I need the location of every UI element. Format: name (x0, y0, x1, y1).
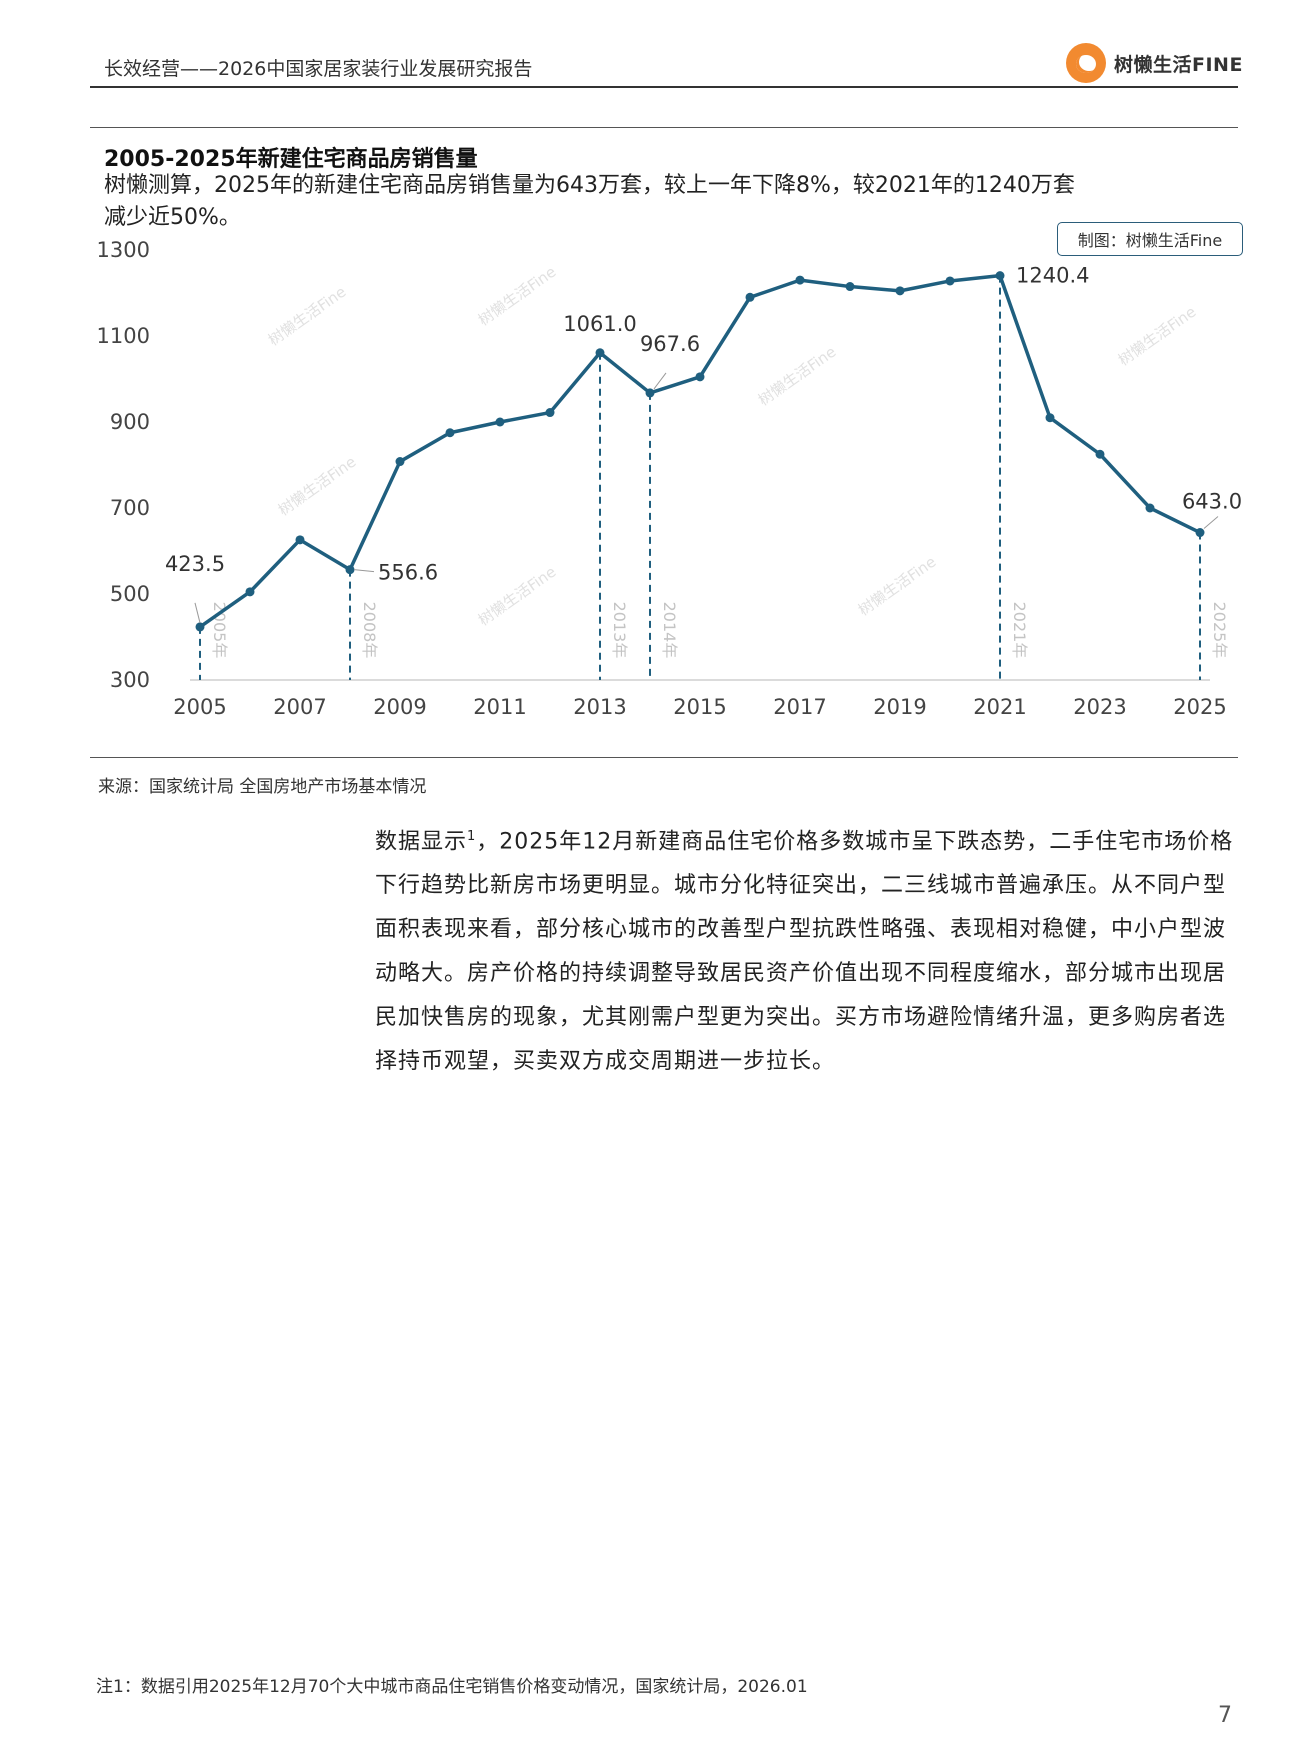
x-tick-label: 2013 (573, 695, 626, 719)
watermark-text: 树懒生活Fine (265, 283, 349, 350)
chart-source: 来源：国家统计局 全国房地产市场基本情况 (98, 777, 427, 797)
chart-credit-box: 制图：树懒生活Fine (1057, 222, 1243, 256)
x-tick-label: 2023 (1073, 695, 1126, 719)
data-point (1095, 449, 1105, 459)
data-point (495, 417, 505, 427)
x-tick-label: 2017 (773, 695, 826, 719)
data-point (995, 271, 1005, 281)
data-point (595, 348, 605, 358)
marker-year-label: 2013年 (610, 602, 629, 659)
data-point (695, 372, 705, 382)
x-tick-label: 2019 (873, 695, 926, 719)
data-point (1195, 528, 1205, 538)
data-point (1045, 413, 1055, 423)
data-label: 1061.0 (563, 312, 636, 336)
data-label: 1240.4 (1016, 264, 1089, 288)
data-label: 967.6 (640, 332, 700, 356)
marker-year-label: 2021年 (1010, 602, 1029, 659)
data-point (245, 587, 255, 597)
x-tick-label: 2021 (973, 695, 1026, 719)
data-label-leader (353, 569, 375, 573)
x-tick-label: 2015 (673, 695, 726, 719)
body-text-rest: ，2025年12月新建商品住宅价格多数城市呈下跌态势，二手住宅市场价格下行趋势比… (375, 829, 1234, 1075)
data-label-leader (653, 372, 667, 390)
data-point (545, 408, 555, 418)
page-number: 7 (1218, 1703, 1232, 1728)
x-tick-label: 2007 (273, 695, 326, 719)
data-label: 643.0 (1182, 490, 1242, 514)
data-point (195, 622, 205, 632)
y-tick-label: 900 (110, 410, 150, 434)
marker-year-label: 2014年 (660, 602, 679, 659)
y-tick-label: 700 (110, 496, 150, 520)
data-label-leader (1203, 516, 1219, 529)
y-tick-label: 300 (110, 668, 150, 692)
y-tick-label: 1300 (97, 238, 150, 262)
body-text-start: 数据显示 (375, 829, 468, 855)
data-label: 556.6 (378, 561, 438, 585)
data-point (945, 276, 955, 286)
data-point (345, 565, 355, 575)
watermark-text: 树懒生活Fine (475, 563, 559, 630)
figure-top-divider (90, 127, 1238, 128)
data-label-leader (194, 602, 201, 624)
x-tick-label: 2011 (473, 695, 526, 719)
watermark-text: 树懒生活Fine (1115, 303, 1199, 370)
line-chart: 树懒生活Fine 树懒生活Fine 树懒生活Fine 树懒生活Fine 树懒生活Fine… (97, 238, 1243, 719)
data-point (745, 292, 755, 302)
brand-name: 树懒生活FINE (1114, 53, 1243, 76)
figure-bottom-divider (90, 757, 1238, 758)
data-point (645, 388, 655, 398)
x-tick-label: 2005 (173, 695, 226, 719)
data-label: 423.5 (165, 552, 225, 576)
data-point (395, 457, 405, 467)
watermark-text: 树懒生活Fine (755, 343, 839, 410)
report-title: 长效经营——2026中国家居家装行业发展研究报告 (104, 58, 533, 80)
data-point (295, 535, 305, 545)
y-tick-label: 1100 (97, 324, 150, 348)
data-point (445, 428, 455, 438)
brand-logo: 树懒生活FINE (1066, 40, 1242, 86)
data-point (895, 286, 905, 296)
footnote-ref: 1 (467, 829, 477, 844)
header-divider (90, 86, 1238, 88)
footnote: 注1：数据引用2025年12月70个大中城市商品住宅销售价格变动情况，国家统计局… (96, 1677, 808, 1697)
y-tick-label: 500 (110, 582, 150, 606)
data-point (845, 282, 855, 292)
sloth-logo-icon (1066, 43, 1106, 83)
watermark-text: 树懒生活Fine (275, 453, 359, 520)
marker-year-label: 2008年 (360, 602, 379, 659)
data-point (795, 275, 805, 285)
x-tick-label: 2009 (373, 695, 426, 719)
data-point (1145, 503, 1155, 513)
chart-subtitle: 树懒测算，2025年的新建住宅商品房销售量为643万套，较上一年下降8%，较20… (104, 173, 1075, 230)
watermark-text: 树懒生活Fine (475, 263, 559, 330)
watermark-text: 树懒生活Fine (855, 553, 939, 620)
chart-title: 2005-2025年新建住宅商品房销售量 (104, 147, 478, 172)
body-paragraph: 数据显示1，2025年12月新建商品住宅价格多数城市呈下跌态势，二手住宅市场价格… (375, 815, 1245, 1084)
x-tick-label: 2025 (1173, 695, 1226, 719)
marker-year-label: 2025年 (1210, 602, 1229, 659)
